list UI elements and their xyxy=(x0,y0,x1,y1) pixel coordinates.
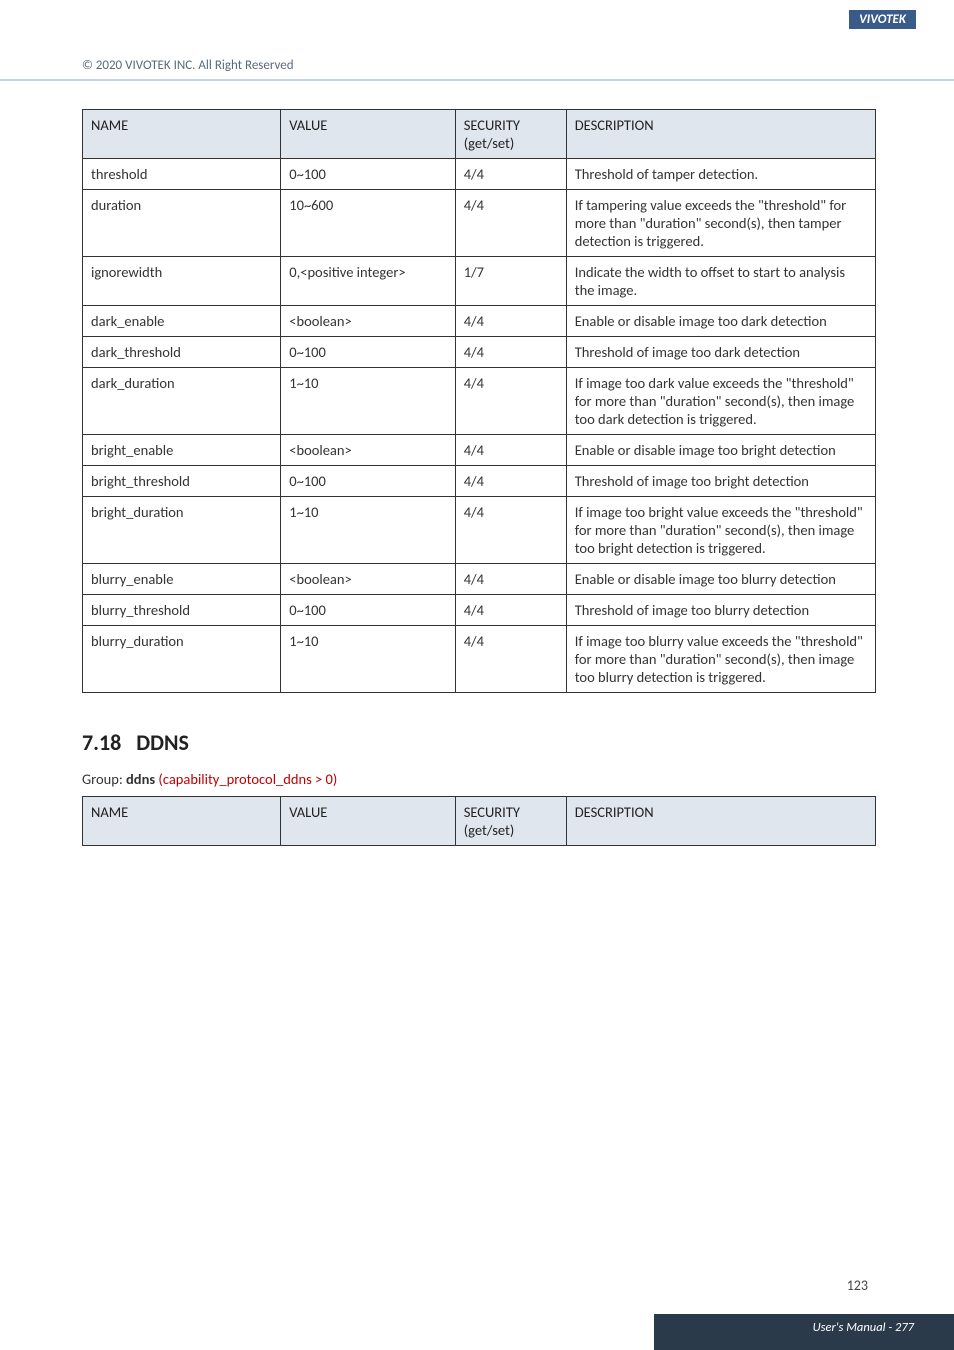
table-cell: <boolean> xyxy=(281,435,455,466)
table-cell: 4/4 xyxy=(455,626,566,693)
group-name: ddns xyxy=(126,770,155,788)
table-cell: 10~600 xyxy=(281,190,455,257)
table-cell: ignorewidth xyxy=(83,257,281,306)
col-header-description: DESCRIPTION xyxy=(566,110,875,159)
table-cell: dark_duration xyxy=(83,368,281,435)
table-cell: blurry_duration xyxy=(83,626,281,693)
table-cell: bright_duration xyxy=(83,497,281,564)
table-cell: dark_threshold xyxy=(83,337,281,368)
table-cell: duration xyxy=(83,190,281,257)
table-cell: Threshold of image too blurry detection xyxy=(566,595,875,626)
table-cell: 0,<positive integer> xyxy=(281,257,455,306)
table-cell: 1~10 xyxy=(281,626,455,693)
col-header-security: SECURITY (get/set) xyxy=(455,797,566,846)
table-cell: 0~100 xyxy=(281,595,455,626)
table-cell: Threshold of image too dark detection xyxy=(566,337,875,368)
table-row: dark_duration1~104/4If image too dark va… xyxy=(83,368,876,435)
brand-badge: VIVOTEK xyxy=(849,10,916,29)
table-row: blurry_threshold0~1004/4Threshold of ima… xyxy=(83,595,876,626)
table-header-row: NAME VALUE SECURITY (get/set) DESCRIPTIO… xyxy=(83,797,876,846)
table-cell: 4/4 xyxy=(455,595,566,626)
col-header-description: DESCRIPTION xyxy=(566,797,875,846)
table-cell: blurry_threshold xyxy=(83,595,281,626)
table-row: threshold0~1004/4Threshold of tamper det… xyxy=(83,159,876,190)
table-cell: 1~10 xyxy=(281,368,455,435)
content-area: NAME VALUE SECURITY (get/set) DESCRIPTIO… xyxy=(0,81,954,846)
table-cell: blurry_enable xyxy=(83,564,281,595)
table-header-row: NAME VALUE SECURITY (get/set) DESCRIPTIO… xyxy=(83,110,876,159)
table-row: bright_enable<boolean>4/4Enable or disab… xyxy=(83,435,876,466)
table-cell: 4/4 xyxy=(455,497,566,564)
table-cell: If image too bright value exceeds the "t… xyxy=(566,497,875,564)
table-cell: Enable or disable image too dark detecti… xyxy=(566,306,875,337)
table-cell: <boolean> xyxy=(281,306,455,337)
table-cell: 4/4 xyxy=(455,159,566,190)
page-header: VIVOTEK xyxy=(0,0,954,58)
section-number: 7.18 xyxy=(82,729,121,756)
table-row: bright_threshold0~1004/4Threshold of ima… xyxy=(83,466,876,497)
col-header-value: VALUE xyxy=(281,110,455,159)
table-cell: threshold xyxy=(83,159,281,190)
table-row: dark_threshold0~1004/4Threshold of image… xyxy=(83,337,876,368)
copyright-line: © 2020 VIVOTEK INC. All Right Reserved xyxy=(0,58,954,81)
parameters-tbody: threshold0~1004/4Threshold of tamper det… xyxy=(83,159,876,693)
table-row: blurry_duration1~104/4If image too blurr… xyxy=(83,626,876,693)
table-cell: Enable or disable image too bright detec… xyxy=(566,435,875,466)
table-cell: 0~100 xyxy=(281,466,455,497)
table-cell: Enable or disable image too blurry detec… xyxy=(566,564,875,595)
ddns-table: NAME VALUE SECURITY (get/set) DESCRIPTIO… xyxy=(82,796,876,846)
table-row: blurry_enable<boolean>4/4Enable or disab… xyxy=(83,564,876,595)
group-prefix: Group: xyxy=(82,770,126,788)
table-cell: bright_threshold xyxy=(83,466,281,497)
parameters-table: NAME VALUE SECURITY (get/set) DESCRIPTIO… xyxy=(82,109,876,693)
table-row: dark_enable<boolean>4/4Enable or disable… xyxy=(83,306,876,337)
table-cell: bright_enable xyxy=(83,435,281,466)
table-row: duration10~6004/4If tampering value exce… xyxy=(83,190,876,257)
table-cell: 4/4 xyxy=(455,466,566,497)
footer-strip: User's Manual - 277 xyxy=(654,1314,954,1350)
table-cell: 4/4 xyxy=(455,337,566,368)
table-cell: 1~10 xyxy=(281,497,455,564)
table-cell: 1/7 xyxy=(455,257,566,306)
col-header-value: VALUE xyxy=(281,797,455,846)
page-number: 123 xyxy=(847,1277,868,1294)
table-cell: dark_enable xyxy=(83,306,281,337)
table-cell: 4/4 xyxy=(455,435,566,466)
col-header-security: SECURITY (get/set) xyxy=(455,110,566,159)
table-cell: If image too blurry value exceeds the "t… xyxy=(566,626,875,693)
group-condition: (capability_protocol_ddns > 0) xyxy=(155,770,337,788)
table-cell: If image too dark value exceeds the "thr… xyxy=(566,368,875,435)
table-cell: 0~100 xyxy=(281,337,455,368)
table-cell: 4/4 xyxy=(455,564,566,595)
table-row: ignorewidth0,<positive integer>1/7Indica… xyxy=(83,257,876,306)
table-cell: If tampering value exceeds the "threshol… xyxy=(566,190,875,257)
col-header-name: NAME xyxy=(83,797,281,846)
table-cell: 4/4 xyxy=(455,306,566,337)
section-heading: 7.18 DDNS xyxy=(82,729,876,756)
section-title: DDNS xyxy=(136,729,189,756)
table-cell: 4/4 xyxy=(455,368,566,435)
table-cell: 0~100 xyxy=(281,159,455,190)
group-line: Group: ddns (capability_protocol_ddns > … xyxy=(82,770,876,788)
col-header-name: NAME xyxy=(83,110,281,159)
table-row: bright_duration1~104/4If image too brigh… xyxy=(83,497,876,564)
table-cell: Indicate the width to offset to start to… xyxy=(566,257,875,306)
table-cell: Threshold of tamper detection. xyxy=(566,159,875,190)
table-cell: Threshold of image too bright detection xyxy=(566,466,875,497)
table-cell: 4/4 xyxy=(455,190,566,257)
table-cell: <boolean> xyxy=(281,564,455,595)
